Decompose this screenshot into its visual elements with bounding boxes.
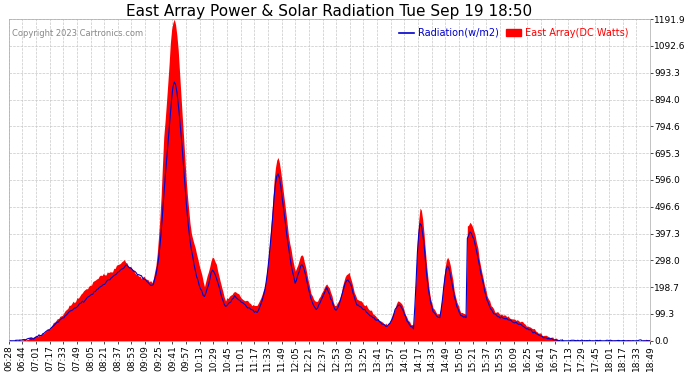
Title: East Array Power & Solar Radiation Tue Sep 19 18:50: East Array Power & Solar Radiation Tue S… (126, 4, 533, 19)
Text: Copyright 2023 Cartronics.com: Copyright 2023 Cartronics.com (12, 29, 143, 38)
Legend: Radiation(w/m2), East Array(DC Watts): Radiation(w/m2), East Array(DC Watts) (395, 24, 632, 42)
